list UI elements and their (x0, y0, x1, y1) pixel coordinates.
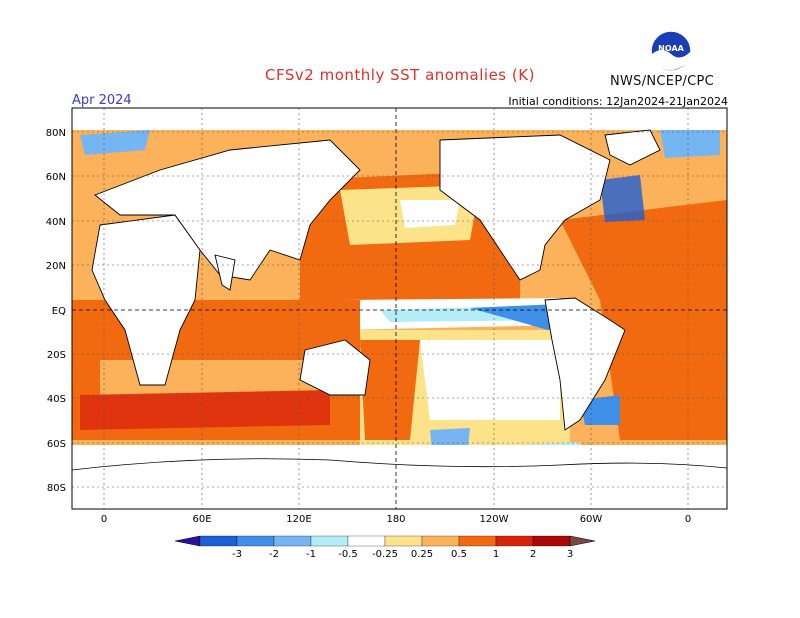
colorbar-swatch (310, 535, 349, 547)
continents (91, 129, 661, 431)
colorbar-ticks: -3 -2 -1 -0.5 -0.25 0.25 0.5 1 2 3 (232, 549, 573, 560)
map-frame (71, 107, 728, 510)
lat-label: 40S (47, 394, 66, 405)
colorbar-swatch (199, 535, 238, 547)
lat-label: 80N (46, 128, 66, 139)
lat-label: 20N (46, 261, 66, 272)
forecast-month: Apr 2024 (72, 93, 132, 108)
lat-label: 60S (47, 439, 66, 450)
initial-conditions: Initial conditions: 12Jan2024-21Jan2024 (508, 95, 728, 108)
map-title: CFSv2 monthly SST anomalies (K) (265, 66, 535, 84)
lat-label: EQ (52, 306, 66, 317)
colorbar-tick-label: 1 (493, 549, 499, 560)
lat-label: 60N (46, 172, 66, 183)
greenland (604, 129, 661, 166)
colorbar-tick-label: -2 (269, 549, 279, 560)
colorbar-tick-label: -3 (232, 549, 242, 560)
lon-label: 120E (286, 514, 311, 525)
lon-label: 60W (580, 514, 603, 525)
south-america (544, 297, 626, 431)
lat-label: 20S (47, 350, 66, 361)
colorbar-tick-label: -0.5 (338, 549, 358, 560)
india (214, 254, 236, 291)
colorbar-swatch (273, 535, 312, 547)
noaa-logo-text: NOAA (658, 44, 684, 53)
colorbar-tick-label: 3 (567, 549, 573, 560)
colorbar-tick-label: 0.5 (451, 549, 467, 560)
noaa-logo-icon: NOAA (650, 30, 692, 72)
lat-lon-grid (72, 108, 727, 509)
colorbar-swatch (421, 535, 460, 547)
colorbar-tick-label: -1 (306, 549, 316, 560)
lon-label: 60E (192, 514, 211, 525)
colorbar-end-low (174, 535, 201, 547)
colorbar-tick-label: 2 (530, 549, 536, 560)
lon-label: 0 (685, 514, 691, 525)
colorbar-swatch (347, 535, 386, 547)
lon-label: 0 (101, 514, 107, 525)
lon-label: 120W (480, 514, 509, 525)
colorbar-swatch (532, 535, 571, 547)
lon-label: 180 (386, 514, 405, 525)
lat-label: 80S (47, 483, 66, 494)
colorbar-tick-label: 0.25 (411, 549, 433, 560)
lon-labels: 0 60E 120E 180 120W 60W 0 (101, 514, 691, 525)
lat-label: 40N (46, 217, 66, 228)
colorbar-tick-label: -0.25 (372, 549, 398, 560)
colorbar-swatch (384, 535, 423, 547)
north-america (439, 134, 611, 281)
colorbar-swatch (236, 535, 275, 547)
colorbar-swatches (174, 535, 596, 547)
lat-labels: 80N 60N 40N 20N EQ 20S 40S 60S 80S (46, 128, 66, 494)
colorbar-end-high (569, 535, 596, 547)
agency-label: NWS/NCEP/CPC (610, 74, 715, 89)
colorbar-swatch (495, 535, 534, 547)
eurasia (94, 139, 361, 281)
colorbar-swatch (458, 535, 497, 547)
